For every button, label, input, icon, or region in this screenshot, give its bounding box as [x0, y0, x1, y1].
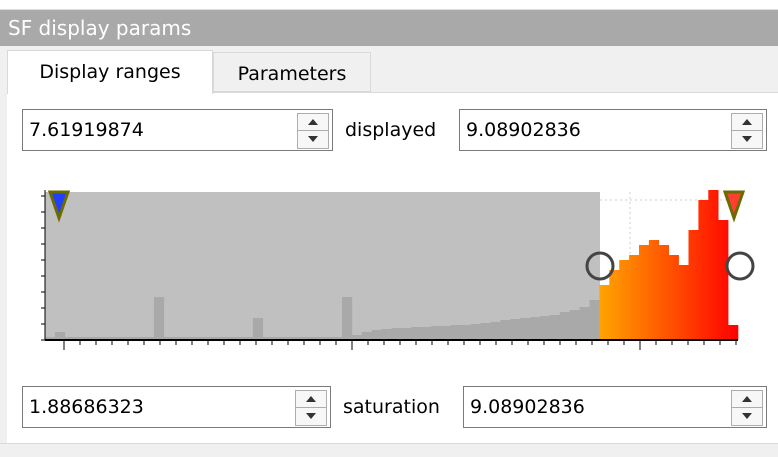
histogram-bar	[134, 337, 145, 340]
histogram-bar	[45, 337, 56, 340]
histogram-bar	[599, 285, 610, 340]
histogram-bar	[480, 323, 491, 340]
histogram-bar	[74, 337, 85, 340]
histogram-bar	[391, 328, 402, 340]
histogram-bar	[163, 337, 174, 340]
histogram-bar	[569, 310, 580, 340]
top-strip	[0, 0, 778, 10]
histogram-bar	[312, 337, 323, 340]
histogram-bar	[371, 330, 382, 340]
histogram-bar	[193, 337, 204, 340]
histogram-bar	[302, 337, 313, 340]
spinbox[interactable]: 1.88686323	[22, 386, 331, 428]
histogram-bar	[540, 316, 551, 340]
histogram-bar	[104, 337, 115, 340]
histogram-bar	[688, 230, 699, 340]
histogram-bar	[272, 337, 283, 340]
histogram-bar	[648, 240, 660, 340]
histogram-bar	[708, 190, 719, 340]
histogram-bar	[411, 327, 422, 340]
range-overlay	[45, 192, 600, 340]
spin-buttons[interactable]	[731, 390, 763, 426]
histogram-bar	[153, 297, 165, 340]
panel-title: SF display params	[0, 10, 778, 46]
tab[interactable]: Parameters	[213, 52, 371, 92]
histogram-bar	[500, 320, 511, 340]
histogram-bar	[114, 337, 125, 340]
tab[interactable]: Display ranges	[7, 50, 213, 94]
histogram-bar	[64, 337, 75, 340]
histogram-bar	[619, 260, 630, 340]
histogram-bar	[401, 328, 412, 340]
histogram-bar	[213, 337, 224, 340]
histogram-bar	[579, 307, 590, 340]
histogram-bar	[431, 326, 442, 340]
histogram-bar	[668, 255, 679, 340]
histogram-bar	[559, 312, 570, 340]
histogram-bar	[342, 297, 353, 340]
histogram-bar	[173, 337, 184, 340]
min-marker[interactable]	[47, 190, 71, 223]
histogram-bar	[698, 200, 709, 340]
histogram-bar	[589, 300, 600, 340]
histogram-bar	[728, 325, 739, 340]
label: saturation	[343, 396, 440, 418]
histogram-bar	[203, 337, 214, 340]
histogram-bar	[510, 319, 521, 340]
max-marker[interactable]	[722, 190, 746, 223]
histogram-bar	[549, 315, 561, 340]
histogram-bar	[322, 337, 333, 340]
histogram-bar	[144, 337, 155, 340]
histogram-bar	[54, 332, 66, 340]
spin-value: 9.08902836	[470, 396, 585, 418]
histogram-bar	[243, 337, 254, 340]
spin-value: 7.61919874	[29, 119, 144, 141]
histogram-bar	[609, 270, 620, 340]
histogram-bar	[441, 326, 452, 340]
handle[interactable]	[585, 251, 615, 281]
spin-buttons[interactable]	[731, 113, 763, 149]
histogram-bar	[252, 318, 264, 340]
footer	[0, 443, 778, 457]
histogram-bar	[262, 337, 273, 340]
spinbox[interactable]: 9.08902836	[463, 386, 767, 428]
histogram-bar	[450, 325, 462, 340]
histogram-bar	[183, 337, 194, 340]
spin-value: 1.88686323	[29, 396, 144, 418]
handle[interactable]	[725, 251, 755, 281]
histogram-bar	[361, 332, 372, 340]
histogram-bar	[520, 318, 531, 340]
histogram-bar	[292, 337, 303, 340]
histogram-bar	[381, 329, 392, 340]
histogram-bar	[530, 317, 541, 340]
spinbox[interactable]: 9.08902836	[459, 109, 767, 151]
spin-buttons[interactable]	[295, 390, 327, 426]
histogram-bar	[351, 335, 363, 340]
histogram-bar	[718, 220, 729, 340]
histogram-bar	[84, 337, 95, 340]
histogram-bar	[94, 337, 105, 340]
histogram-bar	[332, 337, 343, 340]
histogram-bar	[223, 337, 234, 340]
histogram-bar	[658, 245, 669, 340]
histogram-bar	[124, 337, 135, 340]
histogram-bar	[490, 322, 501, 340]
histogram-bar	[460, 325, 471, 340]
histogram-bar	[470, 324, 481, 340]
label: displayed	[345, 119, 437, 141]
histogram-bar	[639, 245, 650, 340]
spin-value: 9.08902836	[466, 119, 581, 141]
spinbox[interactable]: 7.61919874	[22, 109, 333, 151]
histogram-bar	[282, 337, 293, 340]
spin-buttons[interactable]	[297, 113, 329, 149]
histogram-bar	[678, 265, 689, 340]
histogram-bar	[233, 337, 244, 340]
histogram-bar	[421, 327, 432, 340]
histogram-bar	[629, 255, 640, 340]
